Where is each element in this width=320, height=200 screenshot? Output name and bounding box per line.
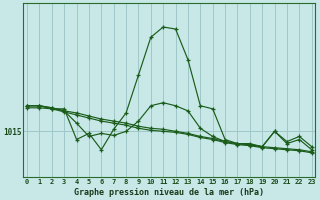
X-axis label: Graphe pression niveau de la mer (hPa): Graphe pression niveau de la mer (hPa) — [74, 188, 264, 197]
